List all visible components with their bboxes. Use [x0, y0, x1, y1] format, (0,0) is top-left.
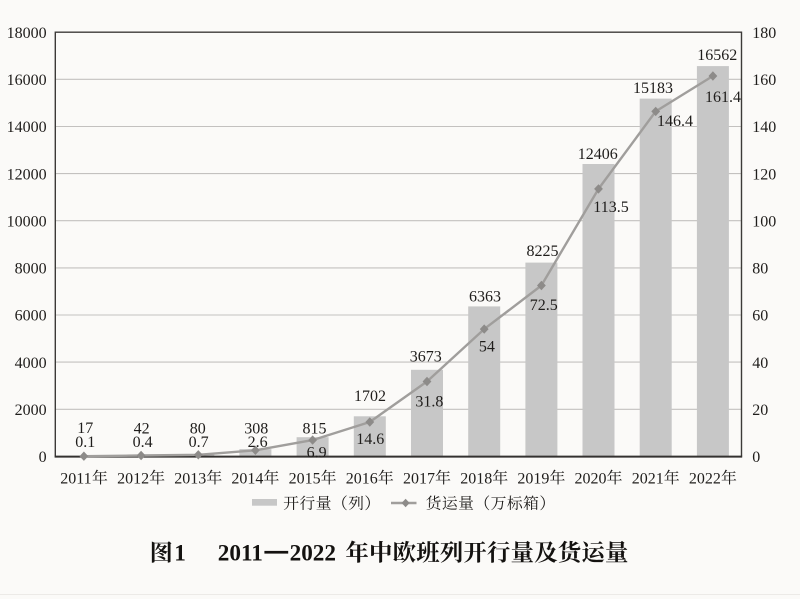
- svg-text:2.6: 2.6: [248, 434, 268, 451]
- svg-text:120: 120: [752, 166, 776, 183]
- svg-text:80: 80: [752, 261, 768, 278]
- svg-text:80: 80: [190, 420, 206, 437]
- svg-text:6.9: 6.9: [307, 445, 327, 462]
- svg-text:60: 60: [752, 308, 768, 325]
- svg-text:140: 140: [752, 119, 776, 136]
- svg-text:0: 0: [39, 449, 47, 466]
- svg-text:10000: 10000: [7, 213, 47, 230]
- svg-text:2000: 2000: [15, 402, 47, 419]
- svg-text:161.4: 161.4: [705, 89, 741, 106]
- svg-text:40: 40: [752, 355, 768, 372]
- svg-text:20: 20: [752, 402, 768, 419]
- svg-text:2017: 2017: [403, 470, 435, 487]
- svg-text:42: 42: [134, 420, 150, 437]
- svg-text:2021: 2021: [632, 470, 664, 487]
- svg-text:2011: 2011: [218, 541, 263, 567]
- svg-text:8000: 8000: [15, 261, 47, 278]
- svg-text:100: 100: [752, 213, 776, 230]
- svg-text:2013: 2013: [174, 470, 206, 487]
- svg-text:31.8: 31.8: [415, 393, 443, 410]
- svg-text:6363: 6363: [469, 288, 501, 305]
- svg-text:72.5: 72.5: [530, 297, 558, 314]
- svg-text:2012: 2012: [117, 470, 149, 487]
- svg-text:146.4: 146.4: [657, 113, 693, 130]
- svg-text:16562: 16562: [697, 47, 737, 64]
- svg-text:3673: 3673: [410, 348, 442, 365]
- svg-text:1702: 1702: [354, 388, 386, 405]
- svg-text:18000: 18000: [7, 25, 47, 42]
- svg-text:308: 308: [244, 420, 268, 437]
- svg-text:17: 17: [77, 420, 93, 437]
- svg-text:2014: 2014: [231, 470, 263, 487]
- svg-text:2016: 2016: [346, 470, 378, 487]
- svg-text:2019: 2019: [517, 470, 549, 487]
- svg-text:0.7: 0.7: [189, 434, 209, 451]
- svg-text:4000: 4000: [15, 355, 47, 372]
- svg-text:16000: 16000: [7, 72, 47, 89]
- svg-text:815: 815: [303, 420, 327, 437]
- svg-text:2020: 2020: [575, 470, 607, 487]
- svg-text:2018: 2018: [460, 470, 492, 487]
- svg-text:15183: 15183: [633, 80, 673, 97]
- svg-text:2011: 2011: [60, 470, 91, 487]
- svg-text:14.6: 14.6: [356, 431, 384, 448]
- svg-text:12000: 12000: [7, 166, 47, 183]
- svg-text:2022: 2022: [689, 470, 721, 487]
- svg-text:54: 54: [479, 338, 495, 355]
- svg-text:8225: 8225: [527, 243, 559, 260]
- svg-text:2022: 2022: [290, 541, 336, 567]
- svg-text:0.1: 0.1: [75, 434, 95, 451]
- svg-text:2015: 2015: [289, 470, 321, 487]
- svg-text:6000: 6000: [15, 308, 47, 325]
- svg-text:1: 1: [174, 541, 186, 567]
- svg-text:0.4: 0.4: [133, 434, 153, 451]
- svg-text:14000: 14000: [7, 119, 47, 136]
- svg-text:12406: 12406: [578, 146, 618, 163]
- svg-text:113.5: 113.5: [593, 199, 628, 216]
- svg-text:180: 180: [752, 25, 776, 42]
- svg-text:160: 160: [752, 72, 776, 89]
- svg-text:0: 0: [752, 449, 760, 466]
